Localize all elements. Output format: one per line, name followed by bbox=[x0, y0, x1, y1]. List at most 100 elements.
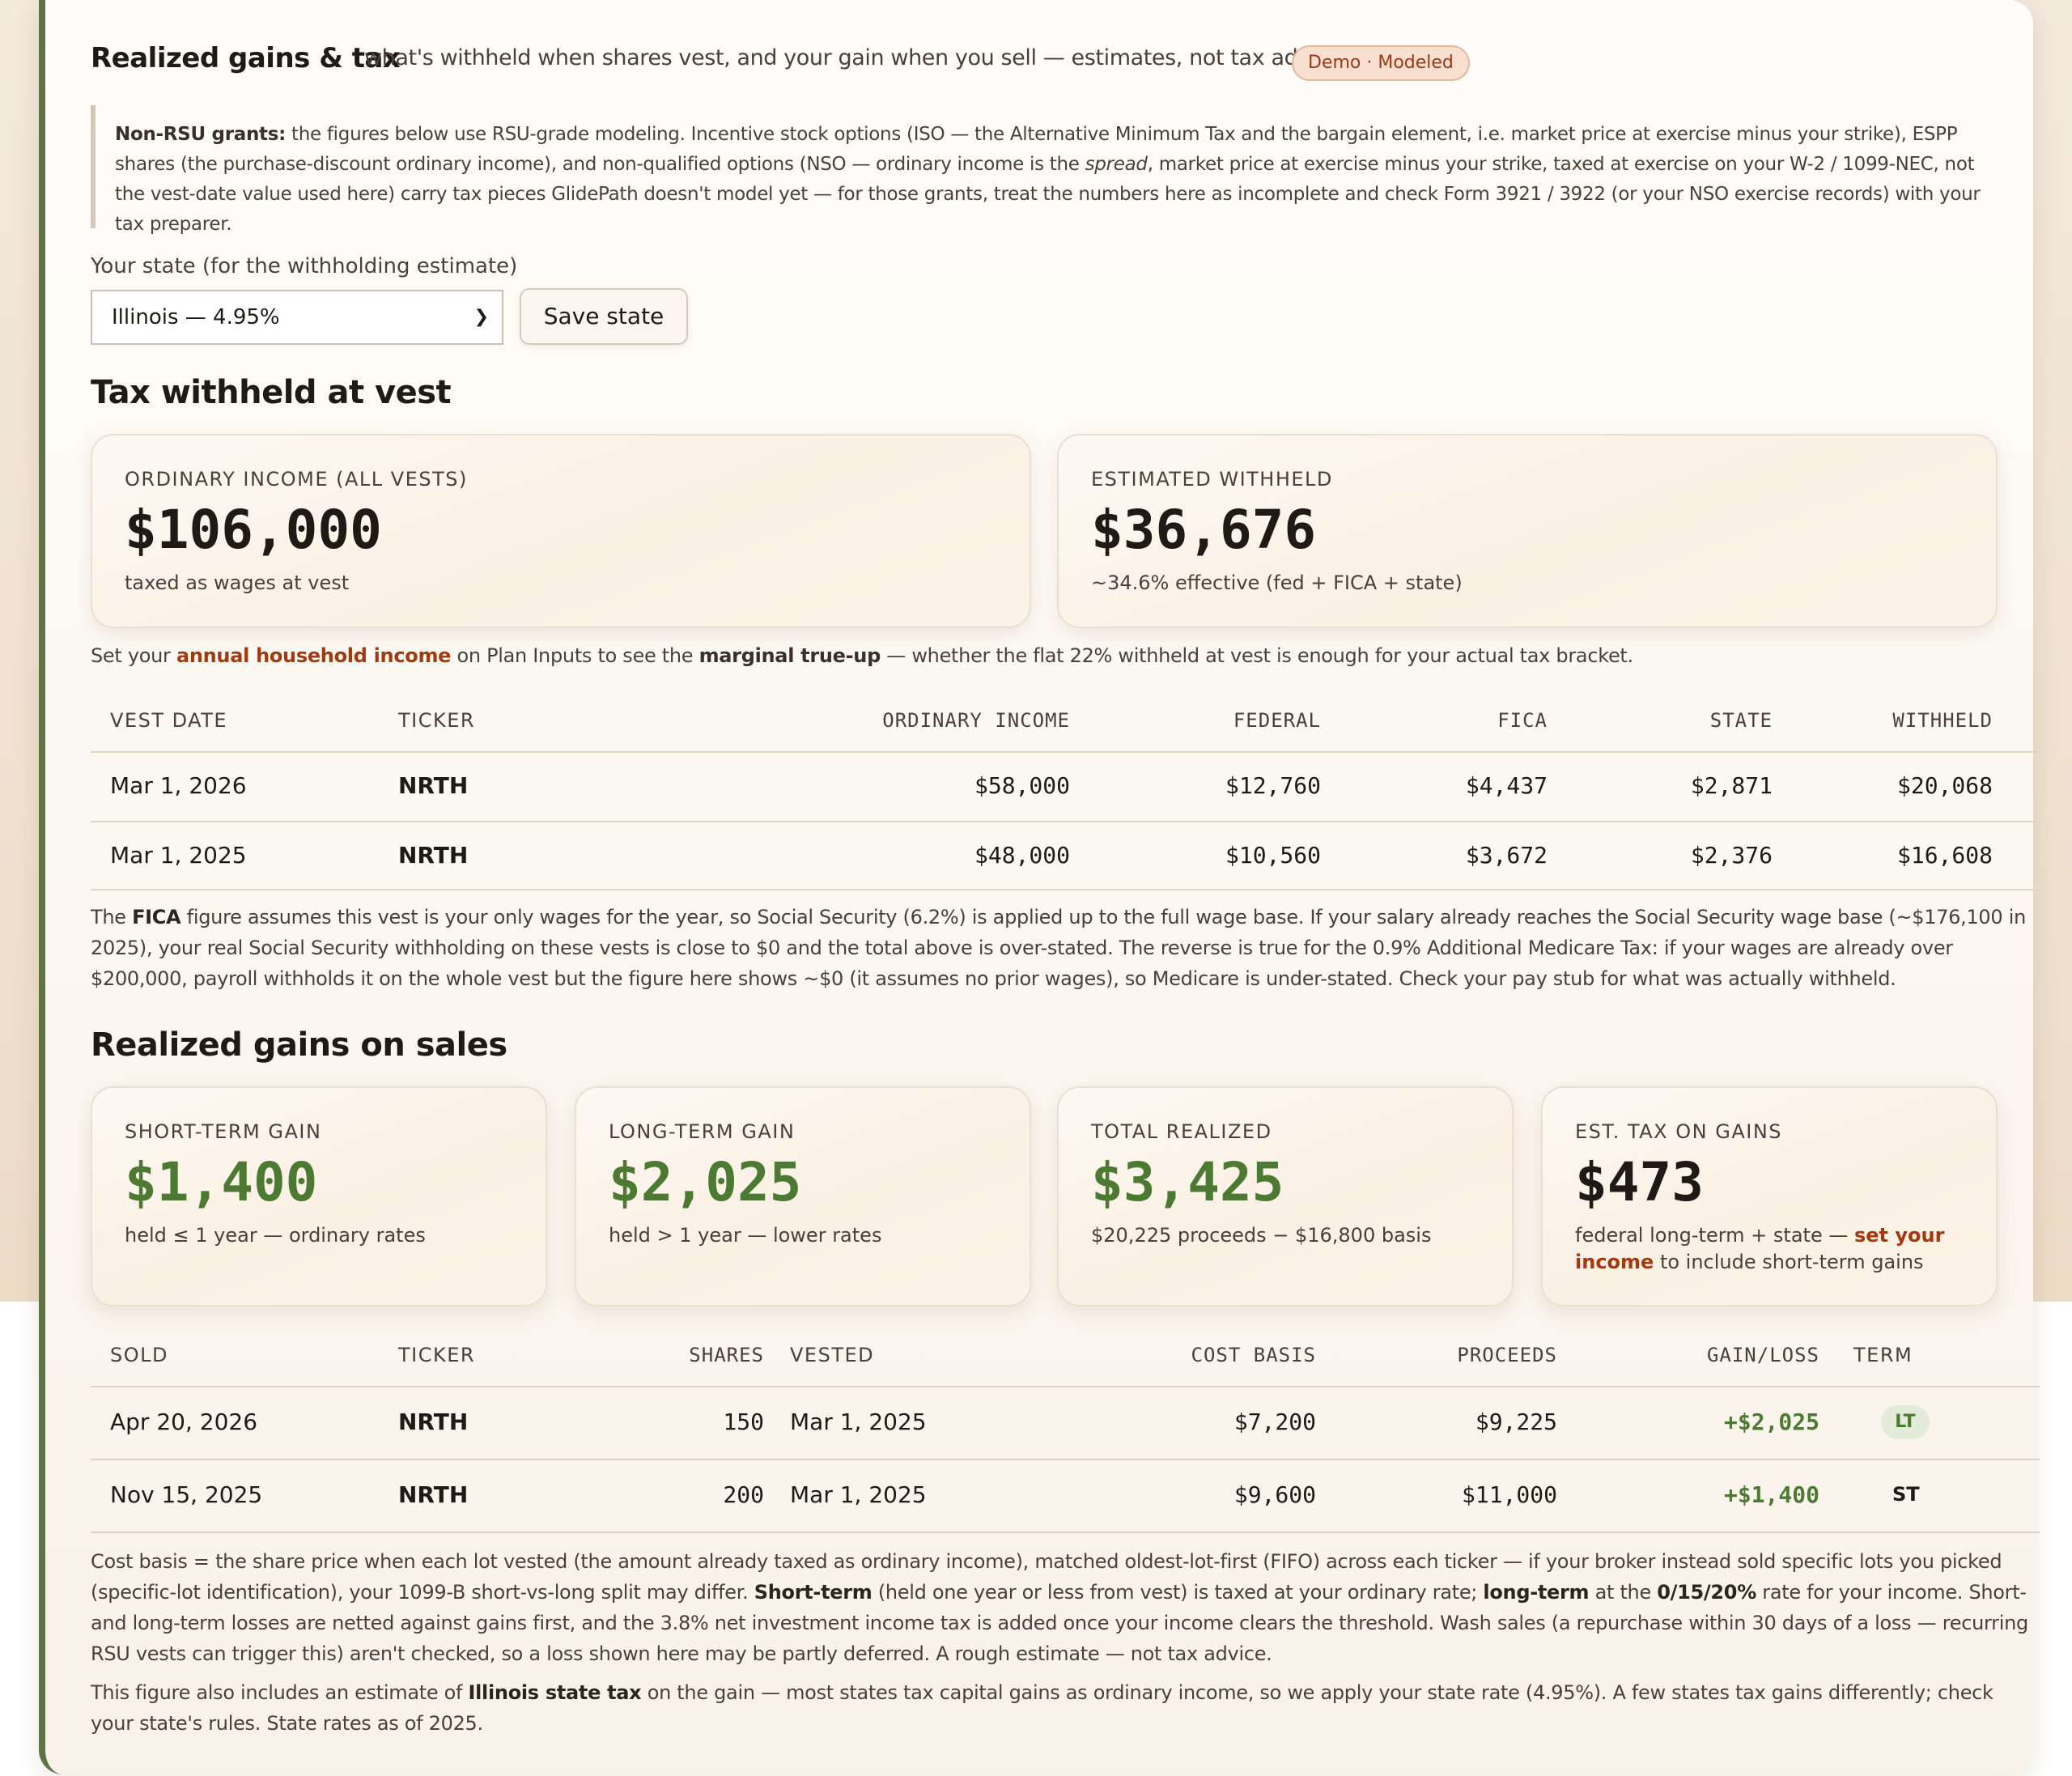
set-income-link[interactable]: set your income bbox=[1575, 1224, 1945, 1273]
note-emphasis: spread bbox=[1085, 154, 1148, 175]
fica-note-text: figure assumes this vest is your only wa… bbox=[91, 906, 2026, 990]
col-shares: SHARES bbox=[689, 1344, 764, 1366]
cell-fica: $4,437 bbox=[1465, 772, 1548, 799]
cell-withheld: $16,608 bbox=[1896, 842, 1993, 869]
card-value: $2,025 bbox=[609, 1151, 802, 1213]
cell-vest-date: Mar 1, 2025 bbox=[110, 842, 247, 869]
card-value: $106,000 bbox=[125, 499, 382, 561]
cell-ticker: NRTH bbox=[398, 1408, 469, 1435]
card-label: ORDINARY INCOME (ALL VESTS) bbox=[125, 468, 468, 491]
fica-note-text: The bbox=[91, 906, 133, 928]
cell-gain-loss: +$2,025 bbox=[1723, 1408, 1819, 1435]
cell-cost-basis: $7,200 bbox=[1233, 1408, 1316, 1435]
col-vested: VESTED bbox=[790, 1344, 875, 1366]
card-value: $473 bbox=[1575, 1151, 1704, 1213]
short-term-gain-card: SHORT-TERM GAIN $1,400 held ≤ 1 year — o… bbox=[91, 1086, 547, 1307]
annual-income-link[interactable]: annual household income bbox=[176, 644, 452, 667]
state-selected-value: Illinois — 4.95% bbox=[112, 305, 280, 329]
cell-vested: Mar 1, 2025 bbox=[790, 1481, 927, 1508]
col-proceeds: PROCEEDS bbox=[1457, 1344, 1557, 1366]
basis-note-text: (held one year or less from vest) is tax… bbox=[872, 1581, 1484, 1604]
hint-text: Set your bbox=[91, 644, 176, 667]
note-lead: Non-RSU grants: bbox=[115, 124, 287, 145]
marginal-trueup-hint: Set your annual household income on Plan… bbox=[91, 644, 1633, 667]
col-term: TERM bbox=[1853, 1344, 1913, 1366]
state-note-bold: Illinois state tax bbox=[468, 1681, 642, 1704]
card-sub: ~34.6% effective (fed + FICA + state) bbox=[1091, 571, 1463, 594]
save-state-button[interactable]: Save state bbox=[520, 288, 688, 345]
cell-ticker: NRTH bbox=[398, 772, 469, 799]
long-term-gain-card: LONG-TERM GAIN $2,025 held > 1 year — lo… bbox=[575, 1086, 1031, 1307]
cost-basis-note: Cost basis = the share price when each l… bbox=[91, 1546, 2041, 1669]
card-value: $1,400 bbox=[125, 1151, 318, 1213]
state-note-text: on the gain — most states tax capital ga… bbox=[91, 1681, 1993, 1735]
cell-fica: $3,672 bbox=[1465, 842, 1548, 869]
note-text-2: , market price at exercise minus your st… bbox=[115, 154, 1981, 235]
ordinary-income-card: ORDINARY INCOME (ALL VESTS) $106,000 tax… bbox=[91, 434, 1031, 628]
col-fica: FICA bbox=[1497, 709, 1548, 732]
chevron-down-icon: ❯ bbox=[473, 307, 489, 327]
cell-ticker: NRTH bbox=[398, 842, 469, 869]
card-sub: held > 1 year — lower rates bbox=[609, 1224, 882, 1247]
card-sub: federal long-term + state — set your inc… bbox=[1575, 1222, 1947, 1276]
table-divider bbox=[91, 751, 2040, 753]
col-ticker: TICKER bbox=[398, 709, 476, 732]
basis-note-text: at the bbox=[1589, 1581, 1658, 1604]
total-realized-card: TOTAL REALIZED $3,425 $20,225 proceeds −… bbox=[1057, 1086, 1514, 1307]
cell-vested: Mar 1, 2025 bbox=[790, 1408, 927, 1435]
card-value: $36,676 bbox=[1091, 499, 1317, 561]
demo-modeled-badge: Demo · Modeled bbox=[1292, 45, 1470, 81]
cell-proceeds: $9,225 bbox=[1475, 1408, 1557, 1435]
note-text-1: the figures below use RSU-grade modeling… bbox=[115, 124, 1958, 175]
card-sub: held ≤ 1 year — ordinary rates bbox=[125, 1224, 426, 1247]
cell-proceeds: $11,000 bbox=[1461, 1481, 1557, 1508]
panel-subtitle: what's withheld when shares vest, and yo… bbox=[364, 45, 1341, 70]
card-label: ESTIMATED WITHHELD bbox=[1091, 468, 1333, 491]
col-ticker: TICKER bbox=[398, 1344, 476, 1366]
fica-note: The FICA figure assumes this vest is you… bbox=[91, 902, 2041, 994]
basis-note-text: Cost basis = the share price when each l… bbox=[91, 1550, 2002, 1604]
state-select[interactable]: Illinois — 4.95% ❯ bbox=[91, 290, 503, 345]
basis-note-bold: Short-term bbox=[754, 1581, 873, 1604]
gains-heading: Realized gains on sales bbox=[91, 1026, 507, 1064]
term-badge-st: ST bbox=[1892, 1483, 1920, 1506]
table-divider bbox=[91, 889, 2040, 890]
cell-state: $2,376 bbox=[1690, 842, 1773, 869]
card-label: EST. TAX ON GAINS bbox=[1575, 1120, 1783, 1143]
col-state: STATE bbox=[1709, 709, 1773, 732]
card-label: SHORT-TERM GAIN bbox=[125, 1120, 322, 1143]
col-federal: FEDERAL bbox=[1233, 709, 1321, 732]
cell-ticker: NRTH bbox=[398, 1481, 469, 1508]
card-sub-text: federal long-term + state — bbox=[1575, 1224, 1854, 1247]
basis-note-text: rate for your income. Short- and long-te… bbox=[91, 1581, 2028, 1665]
state-note-text: This figure also includes an estimate of bbox=[91, 1681, 469, 1704]
card-sub: taxed as wages at vest bbox=[125, 571, 350, 594]
card-label: LONG-TERM GAIN bbox=[609, 1120, 796, 1143]
estimated-withheld-card: ESTIMATED WITHHELD $36,676 ~34.6% effect… bbox=[1057, 434, 1998, 628]
col-withheld: WITHHELD bbox=[1892, 709, 1993, 732]
table-divider bbox=[91, 821, 2040, 822]
table-divider bbox=[91, 1386, 2040, 1387]
state-tax-note: This figure also includes an estimate of… bbox=[91, 1677, 2041, 1739]
card-label: TOTAL REALIZED bbox=[1091, 1120, 1272, 1143]
table-divider bbox=[91, 1459, 2040, 1460]
basis-note-bold: 0/15/20% bbox=[1657, 1581, 1756, 1604]
cell-ordinary-income: $58,000 bbox=[974, 772, 1070, 799]
cell-sold: Apr 20, 2026 bbox=[110, 1408, 258, 1435]
panel-title: Realized gains & tax bbox=[91, 42, 401, 74]
realized-gains-panel: Realized gains & tax what's withheld whe… bbox=[39, 0, 2040, 1774]
basis-note-bold: long-term bbox=[1483, 1581, 1590, 1604]
cell-gain-loss: +$1,400 bbox=[1723, 1481, 1819, 1508]
cell-sold: Nov 15, 2025 bbox=[110, 1481, 263, 1508]
card-sub: $20,225 proceeds − $16,800 basis bbox=[1091, 1224, 1432, 1247]
col-vest-date: VEST DATE bbox=[110, 709, 228, 732]
withheld-heading: Tax withheld at vest bbox=[91, 374, 452, 411]
hint-text: — whether the flat 22% withheld at vest … bbox=[880, 644, 1633, 667]
card-sub-text: to include short-term gains bbox=[1654, 1251, 1924, 1273]
cell-shares: 150 bbox=[723, 1408, 764, 1435]
col-sold: SOLD bbox=[110, 1344, 168, 1366]
cell-cost-basis: $9,600 bbox=[1233, 1481, 1316, 1508]
hint-bold: marginal true-up bbox=[698, 644, 881, 667]
state-select-label: Your state (for the withholding estimate… bbox=[91, 254, 518, 278]
cell-state: $2,871 bbox=[1690, 772, 1773, 799]
